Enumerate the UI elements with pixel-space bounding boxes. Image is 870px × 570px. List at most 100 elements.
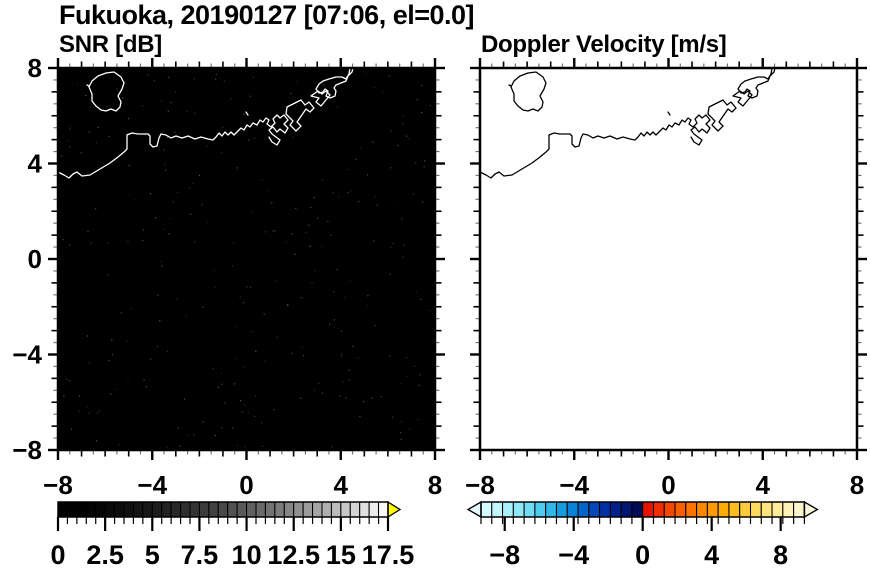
speckle-dot <box>116 88 118 90</box>
speckle-dot <box>169 218 171 220</box>
speckle-dot <box>154 217 157 219</box>
speckle-dot <box>376 204 378 206</box>
speckle-dot <box>373 87 376 89</box>
speckle-dot <box>66 378 68 380</box>
speckle-dot <box>359 147 362 149</box>
speckle-dot <box>397 144 399 147</box>
colorbar-cell <box>255 501 266 518</box>
speckle-dot <box>248 139 250 141</box>
speckle-dot <box>401 218 403 220</box>
speckle-dot <box>408 138 410 140</box>
speckle-dot <box>221 152 223 154</box>
coastline-segment <box>310 90 331 107</box>
speckle-dot <box>287 304 289 306</box>
speckle-dot <box>424 160 426 162</box>
speckle-dot <box>301 297 303 299</box>
x-tick-label: 8 <box>850 470 864 500</box>
colorbar-label: 15 <box>326 540 356 570</box>
speckle-dot <box>423 166 425 168</box>
coastline-segment <box>285 99 315 132</box>
speckle-dot <box>294 253 296 255</box>
speckle-dot <box>76 83 78 86</box>
colorbar-cell <box>728 501 741 518</box>
speckle-dot <box>220 372 223 374</box>
speckle-dot <box>149 193 152 195</box>
speckle-dot <box>221 427 223 429</box>
speckle-dot <box>232 242 235 244</box>
colorbar-cell <box>170 501 182 518</box>
speckle-dot <box>111 354 113 356</box>
speckle-dot <box>163 228 165 230</box>
speckle-dot <box>108 136 110 138</box>
speckle-dot <box>276 336 278 338</box>
colorbar-cell <box>123 501 134 518</box>
speckle-dot <box>318 382 320 384</box>
colorbar-cell <box>771 501 784 518</box>
coastline <box>479 67 776 179</box>
coastline-segment <box>667 111 671 116</box>
speckle-dot <box>106 106 108 108</box>
speckle-dot <box>215 73 217 75</box>
speckle-dot <box>250 212 252 214</box>
speckle-dot <box>179 445 181 447</box>
speckle-dot <box>243 366 245 368</box>
map-background <box>480 68 857 450</box>
colorbar-cell <box>545 501 557 518</box>
x-tick-label: −4 <box>559 470 589 500</box>
speckle-dot <box>96 440 98 442</box>
colorbar-label: 12.5 <box>267 540 320 570</box>
speckle-dot <box>107 242 109 244</box>
speckle-dot <box>429 309 431 311</box>
speckle-dot <box>323 84 325 86</box>
colorbar-label: −4 <box>558 540 589 570</box>
speckle-dot <box>291 352 293 354</box>
speckle-dot <box>252 76 255 78</box>
speckle-dot <box>400 432 402 434</box>
speckle-dot <box>243 113 245 115</box>
colorbar-cell <box>302 501 314 518</box>
colorbar-cell <box>696 501 708 518</box>
vel-panel-title: Doppler Velocity [m/s] <box>481 31 727 58</box>
speckle-dot <box>352 345 354 347</box>
speckle-dot <box>406 356 408 359</box>
speckle-dot <box>390 130 392 132</box>
colorbar-label: 8 <box>773 540 788 570</box>
speckle-dot <box>108 360 110 362</box>
speckle-dot <box>167 446 169 449</box>
colorbar-cell <box>274 501 285 518</box>
speckle-dot <box>348 379 350 381</box>
figure-title: Fukuoka, 20190127 [07:06, el=0.0] <box>59 0 475 30</box>
doppler-map-panel: −8 −4 0 4 8 <box>465 58 867 500</box>
speckle-dot <box>241 411 243 413</box>
colorbar-label: 7.5 <box>181 540 219 570</box>
speckle-dot <box>345 397 347 399</box>
speckle-dot <box>193 434 195 436</box>
speckle-dot <box>263 360 265 362</box>
coastline-segment <box>88 71 125 112</box>
speckle-dot <box>168 76 170 78</box>
speckle-dot <box>110 393 112 395</box>
colorbar-cell <box>189 501 200 518</box>
speckle-dot <box>161 265 163 267</box>
speckle-dot <box>237 445 239 447</box>
speckle-dot <box>367 305 369 307</box>
colorbar-cell <box>685 501 698 518</box>
colorbar-cell <box>293 501 304 518</box>
speckle-dot <box>321 179 324 181</box>
colorbar-label: −8 <box>489 540 520 570</box>
colorbar-cell <box>523 501 536 518</box>
colorbar-cell <box>750 501 762 518</box>
speckle-dot <box>418 384 420 387</box>
speckle-dot <box>147 74 149 76</box>
speckle-dot <box>305 231 307 233</box>
coastline-segment <box>57 114 289 179</box>
y-tick-label: 8 <box>28 53 42 83</box>
speckle-dot <box>309 245 311 247</box>
speckle-dot <box>69 146 71 148</box>
speckle-dot <box>421 112 423 114</box>
speckle-dot <box>313 197 315 199</box>
speckle-dot <box>392 416 394 418</box>
x-axis-labels: −8 −4 0 4 8 <box>43 470 442 500</box>
speckle-dot <box>347 192 349 194</box>
speckle-dot <box>402 115 404 117</box>
